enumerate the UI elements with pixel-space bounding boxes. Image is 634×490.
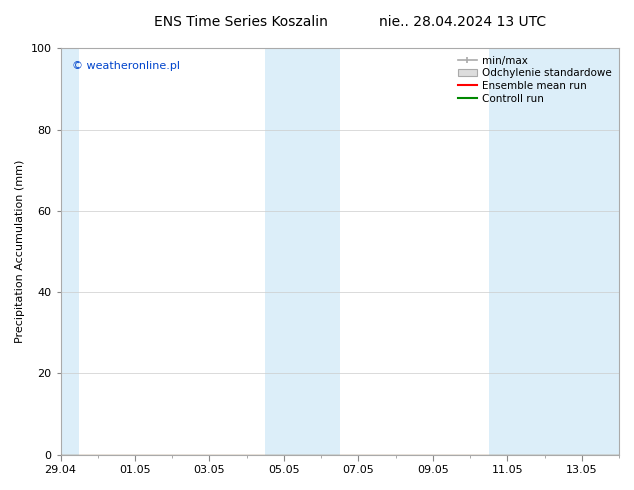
Bar [266,49,340,455]
Text: ENS Time Series Koszalin: ENS Time Series Koszalin [154,15,328,29]
Legend: min/max, Odchylenie standardowe, Ensemble mean run, Controll run: min/max, Odchylenie standardowe, Ensembl… [456,53,614,105]
Text: © weatheronline.pl: © weatheronline.pl [72,61,180,71]
Bar [42,49,79,455]
Bar [489,49,634,455]
Y-axis label: Precipitation Accumulation (mm): Precipitation Accumulation (mm) [15,160,25,343]
Text: nie.. 28.04.2024 13 UTC: nie.. 28.04.2024 13 UTC [379,15,547,29]
